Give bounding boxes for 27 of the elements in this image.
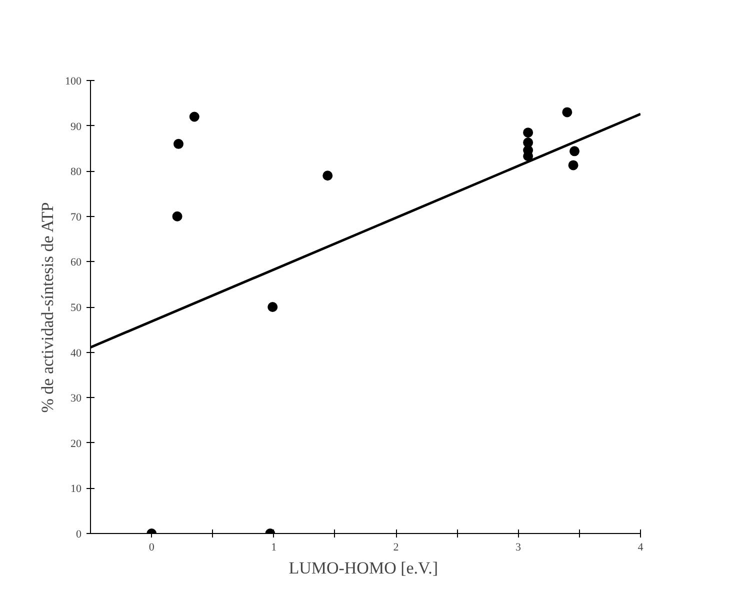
x-tick-label: 1: [271, 542, 277, 554]
point: [172, 211, 182, 222]
y-tick-label: 40: [70, 347, 82, 360]
y-tick-label: 100: [65, 76, 82, 88]
y-tick-label: 20: [70, 438, 82, 450]
y-axis-title: % de actividad-síntesis de ATP: [38, 202, 57, 413]
y-tick-label: 90: [70, 120, 82, 133]
point: [189, 112, 200, 122]
y-tick-label: 50: [70, 302, 82, 314]
point: [568, 160, 578, 170]
x-tick-label: 4: [638, 542, 644, 554]
point: [523, 128, 534, 138]
y-tick-label: 0: [76, 528, 82, 540]
x-tick-label: 3: [516, 542, 522, 554]
x-tick-label: 2: [393, 542, 399, 554]
point: [570, 146, 580, 156]
x-tick-label: 0: [148, 542, 155, 554]
point: [268, 302, 278, 312]
x-axis-title: LUMO-HOMO [e.V.]: [288, 558, 438, 578]
y-tick-label: 70: [70, 211, 82, 224]
point: [322, 170, 333, 181]
y-tick-label: 30: [70, 392, 82, 405]
y-tick-label: 10: [70, 483, 82, 496]
y-tick-label: 60: [70, 256, 82, 269]
point: [562, 107, 572, 118]
y-tick-label: 80: [70, 166, 82, 178]
point: [174, 138, 184, 149]
